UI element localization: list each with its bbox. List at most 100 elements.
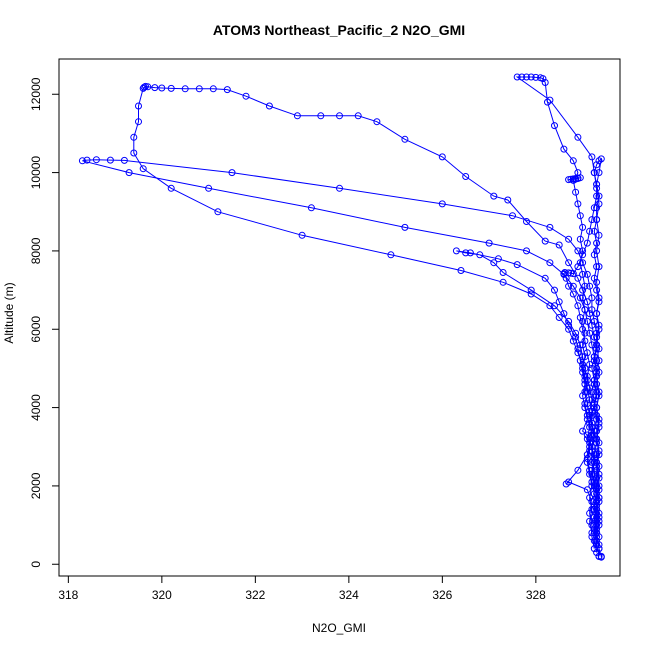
data-point bbox=[167, 184, 175, 192]
data-point bbox=[438, 153, 446, 161]
data-point bbox=[438, 200, 446, 208]
data-point bbox=[597, 155, 605, 163]
x-tick-label: 326 bbox=[432, 588, 452, 602]
data-point bbox=[590, 357, 598, 365]
data-point bbox=[579, 317, 587, 325]
data-point bbox=[579, 341, 587, 349]
data-point bbox=[593, 521, 601, 529]
data-point bbox=[336, 184, 343, 192]
data-point bbox=[593, 192, 601, 200]
data-point bbox=[579, 223, 587, 231]
data-point bbox=[560, 310, 568, 318]
data-point bbox=[583, 298, 591, 306]
data-point bbox=[354, 112, 362, 120]
data-point bbox=[583, 270, 591, 278]
data-point bbox=[579, 427, 587, 435]
data-point bbox=[574, 247, 582, 255]
y-tick-label: 6000 bbox=[29, 316, 43, 343]
data-point bbox=[581, 353, 589, 361]
data-point bbox=[595, 451, 603, 459]
data-point bbox=[565, 317, 573, 325]
data-point bbox=[490, 192, 498, 200]
data-point bbox=[130, 149, 138, 157]
data-point bbox=[205, 184, 213, 192]
data-point bbox=[195, 85, 203, 93]
data-point bbox=[576, 235, 584, 243]
data-point bbox=[595, 294, 603, 302]
data-point bbox=[574, 302, 582, 310]
y-tick-label: 0 bbox=[29, 561, 43, 568]
data-point bbox=[595, 192, 603, 200]
data-point bbox=[541, 274, 549, 282]
x-axis-label: N2O_GMI bbox=[312, 621, 366, 635]
data-point bbox=[586, 227, 594, 235]
data-point bbox=[401, 135, 409, 143]
data-point bbox=[293, 112, 301, 120]
data-point bbox=[583, 388, 591, 396]
data-point bbox=[576, 212, 584, 220]
data-point bbox=[586, 282, 594, 290]
data-point bbox=[583, 411, 591, 419]
data-point bbox=[490, 259, 498, 267]
data-point bbox=[586, 517, 594, 525]
data-point bbox=[579, 392, 587, 400]
data-point bbox=[144, 83, 152, 91]
data-point bbox=[546, 259, 554, 267]
data-point bbox=[523, 218, 530, 225]
data-point bbox=[265, 102, 273, 110]
series-4 bbox=[560, 155, 605, 545]
data-point bbox=[593, 278, 601, 286]
data-point bbox=[139, 165, 147, 173]
data-point bbox=[485, 239, 493, 247]
plot-area bbox=[78, 73, 605, 561]
data-point bbox=[83, 156, 91, 164]
data-point bbox=[181, 85, 189, 93]
data-point bbox=[106, 156, 114, 164]
data-point bbox=[509, 212, 516, 220]
data-point bbox=[576, 259, 584, 267]
data-point bbox=[593, 247, 601, 255]
data-point bbox=[214, 208, 222, 216]
data-point bbox=[579, 364, 587, 372]
data-point bbox=[513, 261, 521, 269]
data-point bbox=[588, 321, 596, 329]
data-point bbox=[588, 341, 596, 349]
data-point bbox=[565, 325, 573, 333]
data-point bbox=[593, 404, 601, 412]
data-point bbox=[135, 118, 142, 126]
data-point bbox=[595, 263, 603, 271]
data-point bbox=[586, 447, 594, 455]
data-point bbox=[579, 247, 587, 255]
data-point bbox=[593, 286, 601, 294]
data-point bbox=[583, 400, 591, 408]
data-point bbox=[130, 133, 138, 141]
data-point bbox=[583, 239, 591, 247]
data-point bbox=[590, 227, 598, 235]
data-point bbox=[579, 353, 587, 361]
data-point bbox=[588, 396, 596, 404]
data-point bbox=[574, 133, 582, 141]
data-point bbox=[151, 84, 159, 92]
y-tick-label: 4000 bbox=[29, 394, 43, 421]
data-point bbox=[595, 545, 603, 553]
data-point bbox=[593, 466, 601, 474]
data-point bbox=[551, 302, 558, 310]
data-point bbox=[574, 274, 582, 282]
y-tick-label: 12000 bbox=[29, 77, 43, 111]
data-point bbox=[581, 376, 589, 384]
data-point bbox=[139, 84, 147, 92]
data-point bbox=[462, 173, 470, 180]
data-point bbox=[583, 451, 591, 459]
data-point bbox=[593, 529, 601, 537]
data-point bbox=[462, 249, 470, 257]
data-point bbox=[593, 435, 601, 443]
data-point bbox=[588, 153, 596, 161]
data-point bbox=[572, 175, 580, 183]
data-point bbox=[593, 216, 601, 224]
data-point bbox=[581, 282, 589, 290]
data-point bbox=[527, 286, 535, 294]
data-point bbox=[567, 175, 575, 183]
data-point bbox=[579, 286, 587, 294]
data-point bbox=[579, 325, 587, 333]
